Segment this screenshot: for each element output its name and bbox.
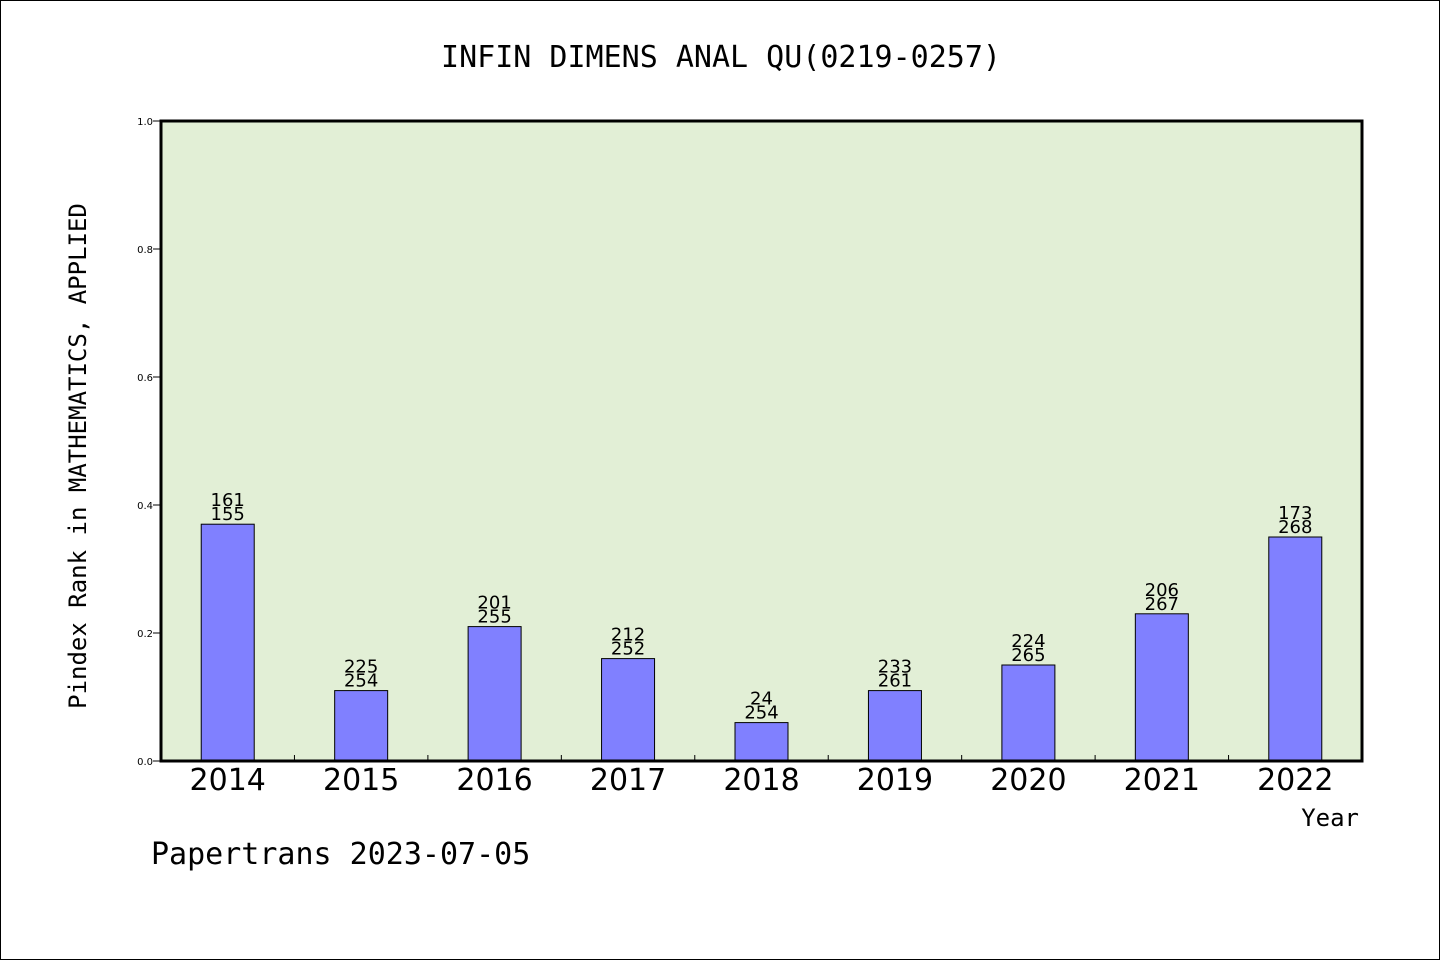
bar-label-top: 206 [1145,580,1179,601]
bar-label-top: 225 [344,657,378,678]
bar-label-bottom: 261 [878,671,912,692]
bar-series: 1611552252542012552122522425423326122426… [200,490,1323,762]
bar-label-top: 224 [1011,631,1045,652]
bar-label-top: 24 [750,689,773,710]
bar-2020 [1001,664,1056,762]
x-axis-label: Year [1301,804,1359,832]
x-tick-label: 2019 [857,763,933,798]
x-tick-label: 2017 [590,763,666,798]
x-tick-label: 2015 [323,763,399,798]
bar-2014 [200,523,255,762]
x-tick-label: 2016 [456,763,532,798]
bar-label-bottom: 267 [1145,594,1179,615]
bar-label-top: 233 [878,657,912,678]
x-tick-label: 2021 [1124,763,1200,798]
x-tick-label: 2018 [723,763,799,798]
y-axis-label: Pindex Rank in MATHEMATICS, APPLIED [64,203,92,709]
x-axis: 2014 2015 2016 2017 2018 2019 2020 2021 2022 [190,755,1333,798]
bar-label-bottom: 255 [477,607,511,628]
y-tick-label: 0.6 [137,373,153,384]
bar-2022 [1268,536,1323,762]
bar-2017 [601,658,656,762]
bar-label-bottom: 254 [344,671,378,692]
footer-credit: Papertrans 2023-07-05 [151,837,530,872]
bar-label-top: 212 [611,625,645,646]
y-tick-label: 0.0 [137,757,153,768]
bar-label-bottom: 268 [1278,517,1312,538]
bar-label-bottom: 155 [211,504,245,525]
x-tick-label: 2020 [990,763,1066,798]
chart-title: INFIN DIMENS ANAL QU(0219-0257) [441,40,1001,75]
y-tick-label: 0.2 [137,629,153,640]
y-tick-label: 1.0 [137,117,153,128]
bar-2019 [867,690,922,762]
plot-border [159,119,1364,763]
y-tick-label: 0.4 [137,501,153,512]
x-tick-label: 2014 [190,763,266,798]
bar-2021 [1134,613,1189,762]
x-tick-label: 2022 [1257,763,1333,798]
bar-2016 [467,626,522,762]
y-tick-label: 0.8 [137,245,153,256]
bar-label-top: 173 [1278,503,1312,524]
bar-label-top: 201 [477,593,511,614]
bar-label-top: 161 [211,490,245,511]
y-axis: 0.0 0.2 0.4 0.6 0.8 1.0 [137,117,161,768]
bar-label-bottom: 254 [744,703,778,724]
bar-2015 [334,690,389,762]
bar-label-bottom: 265 [1011,645,1045,666]
bar-2018 [734,722,789,762]
bar-label-bottom: 252 [611,639,645,660]
